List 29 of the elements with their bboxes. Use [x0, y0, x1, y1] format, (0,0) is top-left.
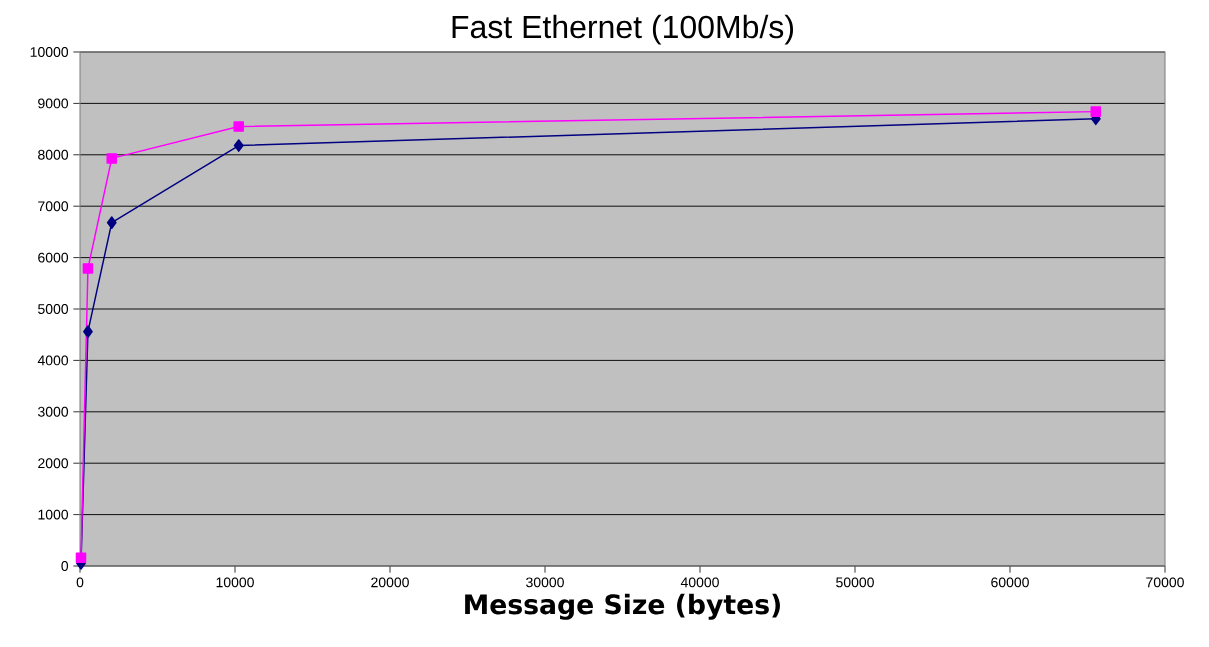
y-tick-label: 8000	[38, 149, 69, 160]
x-tick-label: 40000	[680, 577, 719, 588]
point	[233, 121, 244, 132]
y-tick-label: 7000	[38, 201, 69, 212]
y-tick-label: 0	[61, 561, 69, 571]
y-tick-label: 4000	[37, 355, 69, 366]
x-tick-label: 10000	[216, 577, 254, 588]
y-tick-label: 2000	[38, 458, 69, 469]
x-tick-label: 70000	[1146, 577, 1184, 588]
y-tick-label: 9000	[38, 98, 69, 109]
point	[106, 216, 117, 229]
point	[82, 263, 94, 274]
y-tick-label: 1000	[38, 509, 69, 520]
x-axis-title: Message Size (bytes)	[465, 593, 780, 620]
y-tick-label: 10000	[30, 47, 69, 57]
x-tick-label: 50000	[836, 577, 874, 588]
y-tick-label: 5000	[38, 304, 69, 314]
x-tick-label: 30000	[526, 577, 564, 588]
y-tick-label: 6000	[38, 252, 69, 263]
y-tick-label: 3000	[38, 406, 69, 417]
point	[106, 153, 118, 164]
x-tick-label: 60000	[991, 577, 1029, 588]
x-tick-label: 0	[76, 577, 84, 588]
point	[1090, 106, 1102, 117]
point	[75, 552, 87, 564]
point	[83, 325, 93, 338]
point	[233, 139, 244, 152]
x-tick-label: 20000	[371, 577, 409, 588]
chart-title: Fast Ethernet (100Mb/s)	[452, 14, 793, 45]
